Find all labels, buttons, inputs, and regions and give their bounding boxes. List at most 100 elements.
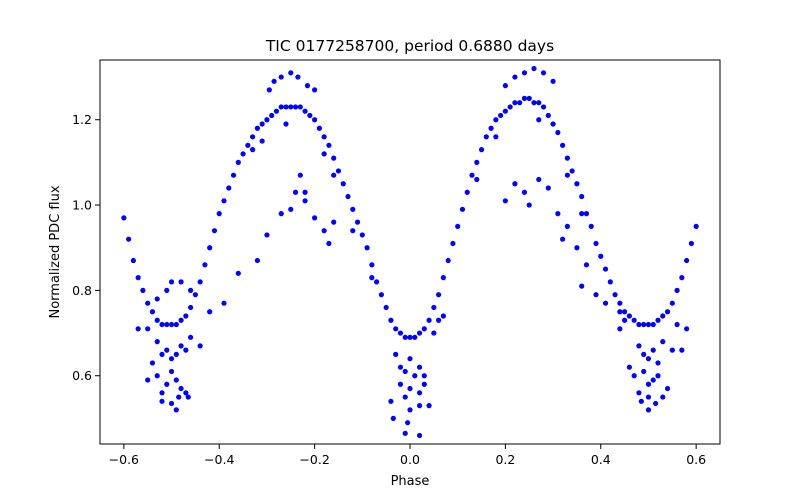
data-point [531, 65, 537, 72]
data-point [564, 223, 570, 229]
data-point [354, 219, 361, 225]
data-point [176, 394, 182, 400]
data-point [335, 168, 342, 174]
data-point [168, 368, 175, 375]
y-axis-label: Normalized PDC flux [48, 185, 63, 318]
data-point [550, 78, 556, 84]
data-point [183, 347, 189, 353]
data-point [297, 172, 303, 178]
data-point [536, 117, 542, 123]
data-point [493, 117, 499, 123]
data-point [364, 245, 370, 251]
data-point [302, 108, 308, 114]
data-point [359, 232, 365, 238]
data-point [135, 326, 141, 332]
data-point [679, 347, 685, 353]
data-point [183, 313, 189, 319]
data-point [598, 253, 604, 259]
data-point [388, 317, 394, 323]
data-point [178, 279, 184, 285]
data-point [164, 347, 170, 353]
data-point [650, 347, 656, 353]
data-point [159, 351, 165, 357]
data-point [560, 142, 566, 148]
data-point [292, 104, 299, 110]
data-point [684, 326, 690, 332]
data-point [350, 228, 356, 234]
data-point [390, 415, 396, 421]
data-point [579, 283, 585, 289]
data-point [378, 292, 384, 298]
data-point [416, 330, 423, 336]
data-point [564, 172, 570, 178]
data-point [669, 300, 675, 306]
data-point [135, 275, 141, 281]
data-point [569, 168, 575, 174]
data-point [197, 343, 203, 349]
data-point [688, 240, 694, 247]
data-point [626, 364, 632, 370]
data-point [397, 364, 404, 370]
data-point [645, 407, 652, 413]
data-point [660, 339, 666, 345]
data-point [521, 95, 528, 101]
data-point [645, 381, 652, 387]
data-point [350, 206, 356, 212]
data-point [469, 172, 475, 178]
data-point [474, 176, 480, 183]
data-point [636, 321, 642, 328]
data-point [240, 151, 246, 157]
data-point [645, 321, 652, 328]
data-point [674, 287, 680, 293]
data-point [264, 117, 270, 123]
data-point [216, 211, 222, 217]
data-point [502, 83, 508, 89]
data-point [271, 78, 277, 84]
data-point [149, 309, 156, 315]
data-point [555, 129, 561, 136]
data-point [664, 309, 671, 315]
data-point [540, 70, 547, 76]
data-point [512, 100, 518, 106]
data-point [130, 257, 136, 264]
data-points-layer [121, 65, 699, 439]
x-tick-label: −0.6 [109, 452, 139, 467]
data-point [245, 142, 251, 148]
data-point [221, 300, 227, 306]
data-point [488, 125, 494, 131]
data-point [250, 147, 256, 153]
x-tick-label: 0.6 [686, 452, 706, 467]
data-point [159, 321, 165, 328]
data-point [369, 262, 375, 268]
data-point [312, 215, 318, 221]
data-point [622, 317, 628, 323]
data-point [154, 339, 160, 345]
data-point [622, 309, 628, 315]
data-point [498, 112, 504, 119]
data-point [402, 394, 408, 400]
data-point [412, 334, 418, 340]
data-point [140, 287, 146, 293]
data-point [207, 309, 213, 315]
data-point [173, 377, 179, 383]
data-point [307, 112, 313, 119]
data-point [383, 304, 389, 311]
data-point [641, 351, 647, 357]
data-point [397, 330, 404, 336]
data-point [583, 211, 590, 217]
data-point [445, 257, 451, 264]
data-point [564, 155, 570, 161]
data-point [183, 390, 189, 396]
data-point [521, 189, 528, 195]
y-tick-label: 1.2 [72, 112, 92, 127]
data-point [545, 112, 551, 119]
data-point [421, 381, 427, 387]
data-point [641, 368, 647, 375]
data-point [345, 193, 351, 200]
data-point [202, 262, 208, 268]
y-tick-label: 1.0 [72, 198, 92, 213]
data-point [235, 159, 241, 165]
data-point [235, 270, 241, 276]
data-point [431, 304, 437, 311]
data-point [173, 407, 179, 413]
